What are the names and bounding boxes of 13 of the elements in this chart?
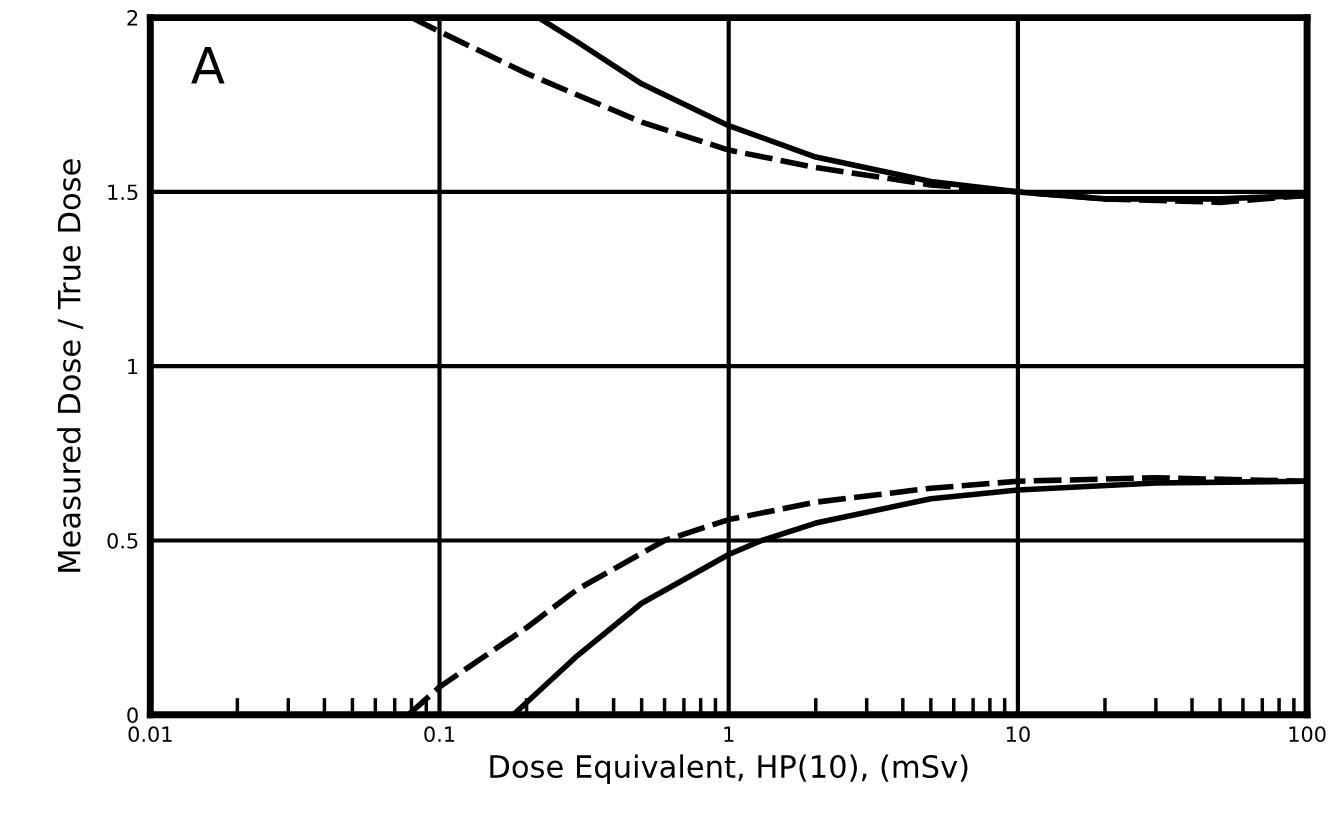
x-tick-label: 10 [1006,726,1030,743]
y-tick-label: 2 [127,10,138,26]
x-tick-label: 0.01 [128,726,172,743]
x-axis-title: Dose Equivalent, HP(10), (mSv) [490,754,968,784]
annotation: A [191,47,225,84]
y-tick-label: 0 [127,707,138,724]
x-tick-label: 0.1 [424,726,455,743]
y-tick-label: 1.5 [108,184,138,201]
x-tick-label: 1 [724,726,734,742]
y-tick-label: 0.5 [107,532,138,549]
y-tick-label: 1 [128,358,138,375]
x-tick-label: 100 [1289,726,1326,743]
y-axis-title: Measured Dose / True Dose [57,159,84,572]
